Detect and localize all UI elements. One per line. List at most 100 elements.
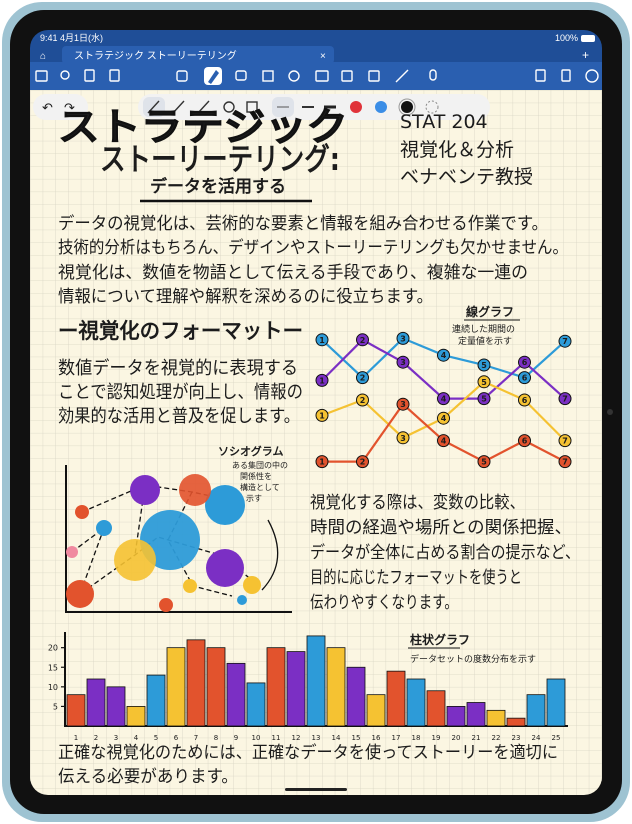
bar	[126, 706, 146, 727]
line-point	[518, 393, 531, 407]
share-button[interactable]	[561, 69, 571, 82]
line-point	[356, 371, 369, 385]
image-button[interactable]	[315, 70, 329, 82]
undo-button[interactable]: ↶	[42, 101, 53, 116]
bar	[86, 678, 106, 727]
x-tick-label: 3	[114, 734, 118, 742]
point-label: 4	[441, 437, 447, 446]
bar	[246, 682, 266, 727]
line-point	[477, 375, 491, 389]
bar-chart-caption: データセットの度数分布を示す	[410, 653, 536, 665]
point-label: 6	[522, 437, 528, 446]
intro-line: 視覚化は、数値を物語として伝える手段であり、複雑な一連の	[58, 263, 528, 283]
node	[75, 505, 89, 519]
x-tick-label: 5	[154, 734, 158, 742]
shape-button[interactable]	[288, 70, 300, 82]
color-blue[interactable]	[375, 101, 387, 113]
note-button[interactable]	[368, 70, 380, 82]
line-point	[315, 333, 329, 347]
color-red[interactable]	[350, 101, 362, 113]
point-label: 7	[562, 458, 568, 467]
bar	[66, 694, 86, 727]
tab[interactable]	[62, 46, 334, 64]
highlighter-tool[interactable]	[223, 101, 235, 113]
x-tick-label: 20	[452, 734, 461, 742]
point-label: 7	[562, 337, 568, 346]
home-button[interactable]: ⌂	[40, 51, 46, 62]
note-title-line1: ストラテジック	[58, 105, 348, 149]
point-label: 5	[481, 395, 487, 404]
fountain-pen-tool[interactable]	[172, 100, 185, 114]
tab-close[interactable]: ×	[320, 51, 326, 62]
shape-tool[interactable]	[246, 101, 258, 113]
sidebar-button[interactable]	[35, 70, 48, 82]
mic-button[interactable]	[429, 69, 437, 81]
node	[205, 485, 245, 525]
new-tab-button[interactable]: +	[582, 48, 589, 62]
search-button[interactable]	[60, 70, 70, 80]
point-label: 3	[400, 434, 406, 443]
sticker-button[interactable]	[341, 70, 353, 82]
line-point	[518, 434, 531, 448]
point-label: 7	[562, 437, 568, 446]
color-selected-ring	[398, 98, 416, 116]
line-point	[477, 358, 491, 372]
point-label: 1	[319, 458, 325, 467]
laser-button[interactable]	[395, 69, 409, 83]
x-tick-label: 15	[352, 734, 361, 742]
course-code: STAT 204	[400, 111, 488, 133]
bar	[226, 662, 246, 727]
textbox-button[interactable]	[262, 70, 274, 82]
bar	[266, 647, 286, 727]
x-tick-label: 10	[252, 734, 261, 742]
closing-line: 伝える必要があります。	[58, 767, 238, 787]
page-button[interactable]	[109, 69, 120, 82]
x-tick-label: 24	[532, 734, 541, 742]
lasso-button[interactable]	[176, 70, 188, 82]
line-point	[356, 333, 369, 347]
status-date: 4月1日(水)	[60, 32, 103, 43]
bar	[286, 651, 306, 727]
bar	[486, 709, 506, 727]
x-tick-label: 2	[94, 734, 98, 742]
bar	[526, 694, 546, 727]
status-battery: 100%	[555, 33, 578, 43]
redo-button[interactable]: ↷	[64, 101, 76, 116]
closing-line: 正確な視覚化のためには、正確なデータを使ってストーリーを適切に	[58, 742, 558, 763]
bar	[366, 694, 386, 727]
intro-line: 情報について理解や解釈を深めるのに役立ちます。	[58, 287, 433, 307]
line-point	[437, 434, 450, 448]
y-tick-label: 5	[53, 702, 58, 711]
line-point	[396, 397, 410, 411]
node	[96, 520, 112, 536]
sociogram-caption: 示す	[246, 494, 262, 503]
color-black[interactable]	[401, 101, 413, 113]
bar	[386, 670, 406, 727]
brush-tool[interactable]	[197, 100, 210, 114]
x-tick-label: 11	[272, 734, 281, 742]
line-point	[558, 392, 572, 406]
export-button[interactable]	[535, 69, 546, 82]
point-label: 7	[562, 395, 568, 404]
sociogram-caption: ある集団の中の	[232, 460, 288, 470]
more-button[interactable]	[585, 69, 599, 83]
node	[237, 595, 247, 605]
node	[183, 579, 197, 593]
bar	[146, 674, 166, 727]
status-time: 9:41	[40, 33, 58, 43]
tab-title[interactable]: ストラテジック ストーリーテリング	[74, 49, 237, 62]
format-line: ことで認知処理が向上し、情報の	[58, 382, 303, 403]
node	[66, 580, 94, 608]
sociogram-caption: 構造として	[240, 482, 280, 492]
x-tick-label: 21	[472, 734, 481, 742]
sociogram-caption: 関係性を	[240, 471, 272, 481]
eraser-button[interactable]	[235, 70, 247, 81]
section-heading: ー視覚化のフォーマットー	[58, 319, 303, 343]
bookmark-button[interactable]	[84, 69, 95, 82]
point-label: 3	[400, 358, 406, 367]
color-picker[interactable]	[425, 100, 439, 114]
bar-chart-title: 柱状グラフ	[410, 632, 470, 647]
screen: 9:41 4月1日(水) 100% ストラテジック ストーリーテリング × ⌂ …	[30, 30, 602, 795]
point-label: 5	[481, 458, 487, 467]
x-tick-label: 9	[234, 734, 238, 742]
